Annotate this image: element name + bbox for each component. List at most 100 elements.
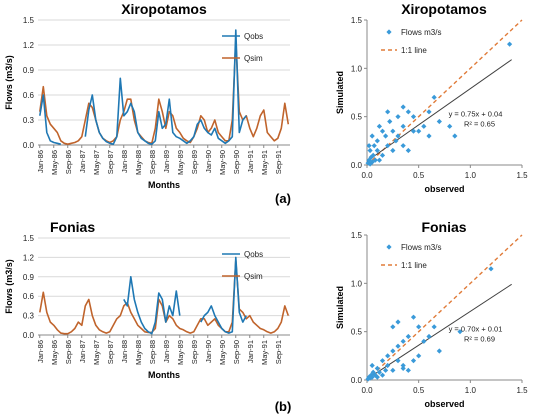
x-tick-label: Jan-86 [36,150,45,173]
x-tick-label: May-88 [134,150,143,175]
data-point [393,138,399,144]
data-point [390,147,396,154]
y-axis-label: Simulated [335,286,345,329]
y-tick-label: 0.0 [351,376,363,385]
x-tick-label: May-86 [50,340,59,365]
legend-label: Qsim [244,54,263,63]
data-point [376,123,382,129]
x-tick-label: Jan-88 [120,340,129,363]
x-tick-label: Jan-91 [246,340,255,363]
legend-label: Flows m3/s [401,28,441,37]
data-point [369,159,375,165]
x-tick-label: May-90 [218,150,227,175]
data-point [405,147,411,154]
x-tick-label: Jan-86 [36,340,45,363]
x-tick-label: May-86 [50,150,59,175]
data-point [379,152,386,158]
x-tick-label: Jan-87 [78,340,87,363]
data-point [385,109,391,115]
data-point [371,143,377,149]
x-tick-label: May-91 [260,150,269,175]
data-point [374,138,380,144]
legend-label: Flows m3/s [401,243,441,252]
data-point [395,319,401,325]
one-to-one-line [366,19,523,166]
legend-swatch [386,29,392,35]
y-tick-label: 0.9 [23,66,35,75]
data-point [395,358,401,364]
y-axis-label: Flows (m3/s) [4,55,14,110]
x-tick-label: 1.0 [465,386,477,395]
legend-label: Qobs [244,250,263,259]
x-tick-label: Sep-87 [106,340,115,364]
data-point [390,367,396,373]
data-point [383,133,389,139]
data-point [400,123,406,129]
legend-label: Qsim [244,272,263,281]
data-point [368,372,374,378]
data-point [452,133,458,139]
y-tick-label: 1.5 [351,16,363,25]
x-tick-label: Sep-87 [106,150,115,174]
xiropotamos-scatter-chart: Xiropotamos 0.0 0.5 1.0 1.5 0.0 0.5 1.0 1.5 obser… [335,1,528,194]
x-tick-label: Sep-86 [64,340,73,364]
data-point [426,333,432,340]
data-point [387,118,393,125]
y-tick-label: 0.3 [23,312,35,321]
x-axis-label: Months [148,180,180,190]
chart-title: Fonias [50,219,95,235]
y-tick-label: 0.5 [351,328,363,337]
y-tick-label: 0.0 [23,331,35,340]
x-tick-label: Jan-88 [120,150,129,173]
x-axis-label: Months [148,370,180,380]
data-point [400,338,406,344]
y-tick-label: 1.2 [23,253,35,262]
y-tick-label: 1.0 [351,64,363,73]
x-tick-label: May-89 [176,340,185,365]
trendline [366,59,512,162]
x-tick-label: Sep-90 [232,340,241,364]
x-tick-label: Jan-89 [162,340,171,363]
data-point [421,338,427,344]
data-point [426,133,432,139]
data-point [395,343,401,349]
x-tick-label: 0.0 [361,171,373,180]
data-point [379,128,386,134]
x-tick-label: May-87 [92,150,101,175]
x-tick-label: May-91 [260,340,269,365]
y-tick-label: 1.2 [23,41,35,50]
data-point [366,143,372,149]
x-tick-label: May-89 [176,150,185,175]
data-point [421,123,427,129]
data-point [405,367,411,373]
y-tick-label: 0.0 [23,141,35,150]
legend-swatch [386,244,392,250]
legend-label: 1:1 line [401,46,427,55]
r-squared: R² = 0.65 [464,120,495,129]
y-tick-label: 1.5 [351,231,363,240]
data-point [367,147,373,154]
legend-label: Qobs [244,32,263,41]
data-point [383,367,389,373]
x-tick-label: Sep-88 [148,340,157,364]
data-point [410,128,417,134]
data-point [436,118,442,125]
data-point [507,41,513,47]
data-point [410,114,417,120]
panel-label-a: (a) [275,191,291,206]
data-point [405,109,411,115]
data-point [385,353,391,359]
data-point [400,362,406,369]
y-tick-label: 1.0 [351,279,363,288]
fonias-scatter-chart: Fonias 0.0 0.5 1.0 1.5 0.0 0.5 1.0 1.5 observed Si… [335,219,528,409]
data-point [390,128,396,134]
data-point [376,157,382,163]
data-point [376,369,382,375]
x-axis-label: observed [424,184,464,194]
x-tick-label: Sep-91 [274,340,283,364]
data-point [395,133,401,139]
y-tick-label: 0.3 [23,116,35,125]
series-line-qobs [39,29,247,145]
trendline-equation: y = 0.70x + 0.01 [449,325,503,334]
